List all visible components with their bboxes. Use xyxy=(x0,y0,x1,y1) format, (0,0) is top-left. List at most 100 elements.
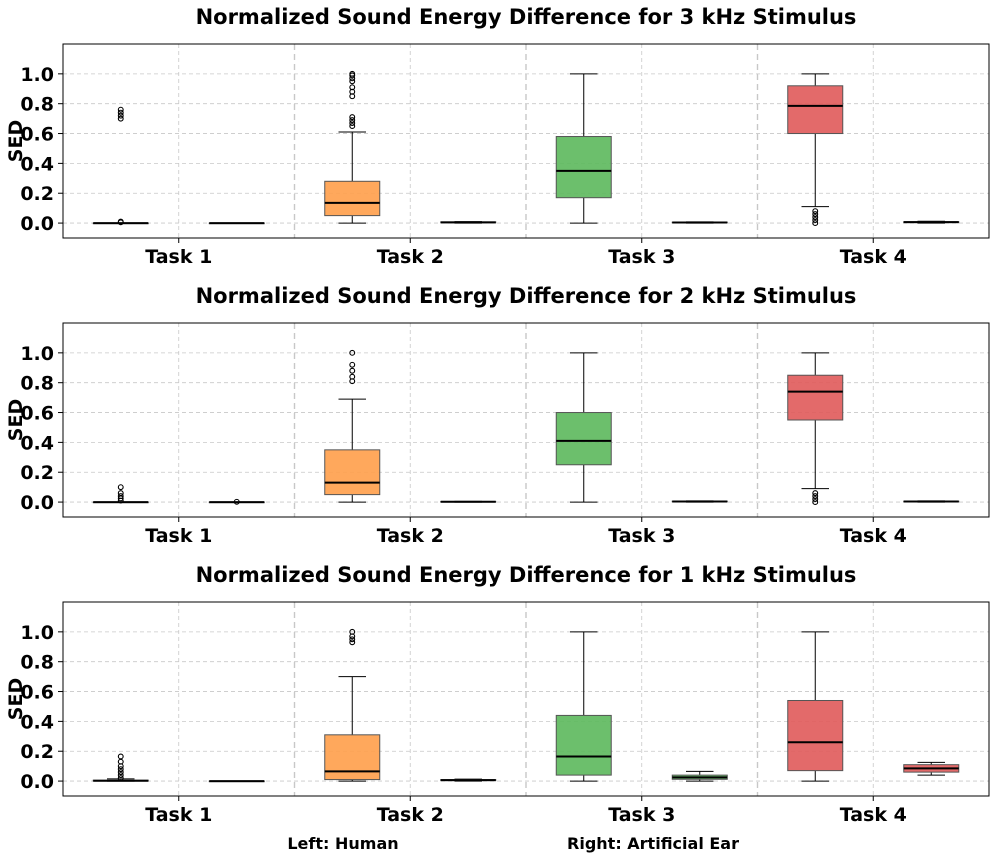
outlier-point xyxy=(349,367,356,374)
y-tick-label: 0.8 xyxy=(20,94,54,116)
y-tick-label: 0.6 xyxy=(20,682,54,704)
y-tick-label: 1.0 xyxy=(20,622,54,644)
artificial-ear-box-task-3 xyxy=(671,221,728,224)
artificial-ear-box-task-2 xyxy=(440,500,497,503)
outlier-point xyxy=(117,490,124,497)
artificial-ear-box-task-4 xyxy=(903,500,960,503)
legend-right-artificial-ear: Right: Artificial Ear xyxy=(567,834,739,853)
outlier-point xyxy=(812,208,819,215)
outlier-point xyxy=(117,109,124,116)
human-box-task-2 xyxy=(324,349,381,503)
outlier-point xyxy=(812,220,819,227)
outlier-point xyxy=(349,70,356,77)
y-tick-label: 0.6 xyxy=(20,403,54,425)
artificial-ear-box-task-3 xyxy=(671,770,728,782)
x-tick-label: Task 3 xyxy=(608,246,675,268)
iqr-box xyxy=(555,136,612,199)
human-box-task-3 xyxy=(555,352,612,503)
x-tick-label: Task 4 xyxy=(840,525,907,547)
y-tick-label: 0.8 xyxy=(20,373,54,395)
outlier-point xyxy=(117,775,124,782)
human-box-task-4 xyxy=(787,73,844,227)
chart-panel-3: Normalized Sound Energy Difference for 1… xyxy=(5,563,990,826)
outlier-point xyxy=(349,636,356,643)
human-box-task-3 xyxy=(555,631,612,782)
y-tick-label: 0.2 xyxy=(20,183,54,205)
y-tick-label: 0.0 xyxy=(20,771,54,793)
outlier-point xyxy=(349,639,356,646)
human-box-task-1 xyxy=(92,484,149,504)
human-box-task-1 xyxy=(92,753,149,782)
outlier-point xyxy=(349,373,356,380)
outlier-point xyxy=(349,84,356,91)
outlier-point xyxy=(117,769,124,776)
chart-title: Normalized Sound Energy Difference for 3… xyxy=(196,5,857,29)
chart-title: Normalized Sound Energy Difference for 2… xyxy=(196,284,857,308)
outlier-point xyxy=(349,114,356,121)
x-tick-label: Task 2 xyxy=(377,246,444,268)
y-tick-label: 0.2 xyxy=(20,462,54,484)
x-tick-label: Task 4 xyxy=(840,804,907,826)
outlier-point xyxy=(812,499,819,506)
chart-panel-1: Normalized Sound Energy Difference for 3… xyxy=(5,5,990,268)
plot-frame xyxy=(62,601,990,797)
artificial-ear-box-task-1 xyxy=(208,780,265,783)
x-tick-label: Task 1 xyxy=(145,246,212,268)
y-tick-label: 0.0 xyxy=(20,213,54,235)
x-tick-label: Task 2 xyxy=(377,525,444,547)
iqr-box xyxy=(787,374,844,421)
outlier-point xyxy=(117,218,124,225)
human-box-task-2 xyxy=(324,628,381,782)
outlier-point xyxy=(812,493,819,500)
y-tick-label: 0.4 xyxy=(20,153,54,175)
iqr-box xyxy=(324,449,381,496)
iqr-box xyxy=(787,85,844,135)
plot-frame xyxy=(62,322,990,518)
x-tick-label: Task 4 xyxy=(840,246,907,268)
artificial-ear-box-task-1 xyxy=(208,498,265,505)
outlier-point xyxy=(349,78,356,85)
iqr-box xyxy=(324,180,381,217)
human-box-task-1 xyxy=(92,106,149,226)
x-tick-label: Task 1 xyxy=(145,804,212,826)
human-box-task-4 xyxy=(787,631,844,782)
iqr-box xyxy=(555,714,612,776)
outlier-point xyxy=(349,117,356,124)
outlier-point xyxy=(117,493,124,500)
outlier-point xyxy=(349,361,356,368)
outlier-point xyxy=(117,112,124,119)
y-axis-label: SED xyxy=(5,120,27,162)
iqr-box xyxy=(324,734,381,781)
artificial-ear-box-task-4 xyxy=(903,220,960,224)
y-tick-label: 0.6 xyxy=(20,124,54,146)
y-tick-label: 0.0 xyxy=(20,492,54,514)
artificial-ear-box-task-4 xyxy=(903,761,960,776)
outlier-point xyxy=(349,628,356,635)
y-axis-label: SED xyxy=(5,399,27,441)
outlier-point xyxy=(812,214,819,221)
y-tick-label: 0.8 xyxy=(20,652,54,674)
outlier-point xyxy=(812,211,819,218)
outlier-point xyxy=(117,106,124,113)
y-tick-label: 1.0 xyxy=(20,64,54,86)
outlier-point xyxy=(117,772,124,779)
y-axis-label: SED xyxy=(5,678,27,720)
outlier-point xyxy=(117,484,124,491)
outlier-point xyxy=(812,217,819,224)
chart-title: Normalized Sound Energy Difference for 1… xyxy=(196,563,857,587)
plot-frame xyxy=(62,43,990,239)
y-tick-label: 0.4 xyxy=(20,711,54,733)
outlier-point xyxy=(117,115,124,122)
y-tick-label: 1.0 xyxy=(20,343,54,365)
y-tick-label: 0.4 xyxy=(20,432,54,454)
outlier-point xyxy=(349,120,356,127)
outlier-point xyxy=(349,349,356,356)
legend-left-human: Left: Human xyxy=(287,834,398,853)
outlier-point xyxy=(233,498,240,505)
human-box-task-3 xyxy=(555,73,612,224)
outlier-point xyxy=(812,490,819,497)
artificial-ear-box-task-2 xyxy=(440,778,497,782)
outlier-point xyxy=(117,753,124,760)
x-tick-label: Task 3 xyxy=(608,804,675,826)
